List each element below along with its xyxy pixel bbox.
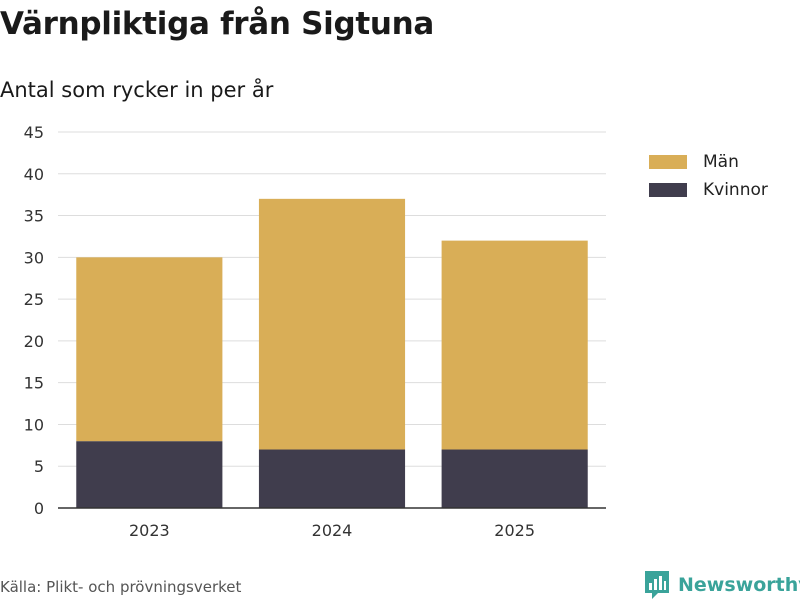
bar-kvinnor-2023 [76,441,223,508]
bars [76,198,588,508]
y-tick-label: 10 [24,415,44,434]
y-tick-label: 45 [24,123,44,142]
x-axis-ticks: 2023 2024 2025 [129,521,535,540]
y-tick-label: 15 [24,374,44,393]
y-tick-label: 5 [34,457,44,476]
y-axis-ticks: 0 5 10 15 20 25 30 35 40 45 [24,123,44,518]
bar-man-2024 [258,198,406,450]
bar-kvinnor-2025 [441,449,588,508]
x-tick-label: 2025 [494,521,535,540]
chart-title: Värnpliktiga från Sigtuna [0,6,435,42]
legend-item-man[interactable]: Män [649,148,768,176]
x-tick-label: 2023 [129,521,170,540]
bar-man-2023 [76,257,223,442]
chart-subtitle: Antal som rycker in per år [0,78,274,102]
newsworthy-logo-text: Newsworthy [678,574,800,596]
legend-label-kvinnor: Kvinnor [703,180,768,200]
x-tick-label: 2024 [312,521,353,540]
legend: Män Kvinnor [649,148,768,204]
y-tick-label: 35 [24,207,44,226]
y-tick-label: 0 [34,499,44,518]
legend-label-man: Män [703,152,739,172]
newsworthy-logo-icon [645,571,669,599]
y-tick-label: 40 [24,165,44,184]
legend-swatch-kvinnor [649,183,687,197]
y-tick-label: 30 [24,248,44,267]
legend-item-kvinnor[interactable]: Kvinnor [649,176,768,204]
legend-swatch-man [649,155,687,169]
y-tick-label: 20 [24,332,44,351]
source-note: Källa: Plikt- och prövningsverket [0,578,242,596]
y-tick-label: 25 [24,290,44,309]
newsworthy-logo[interactable]: Newsworthy [644,570,800,600]
bar-kvinnor-2024 [258,449,406,508]
bar-man-2025 [441,240,588,450]
